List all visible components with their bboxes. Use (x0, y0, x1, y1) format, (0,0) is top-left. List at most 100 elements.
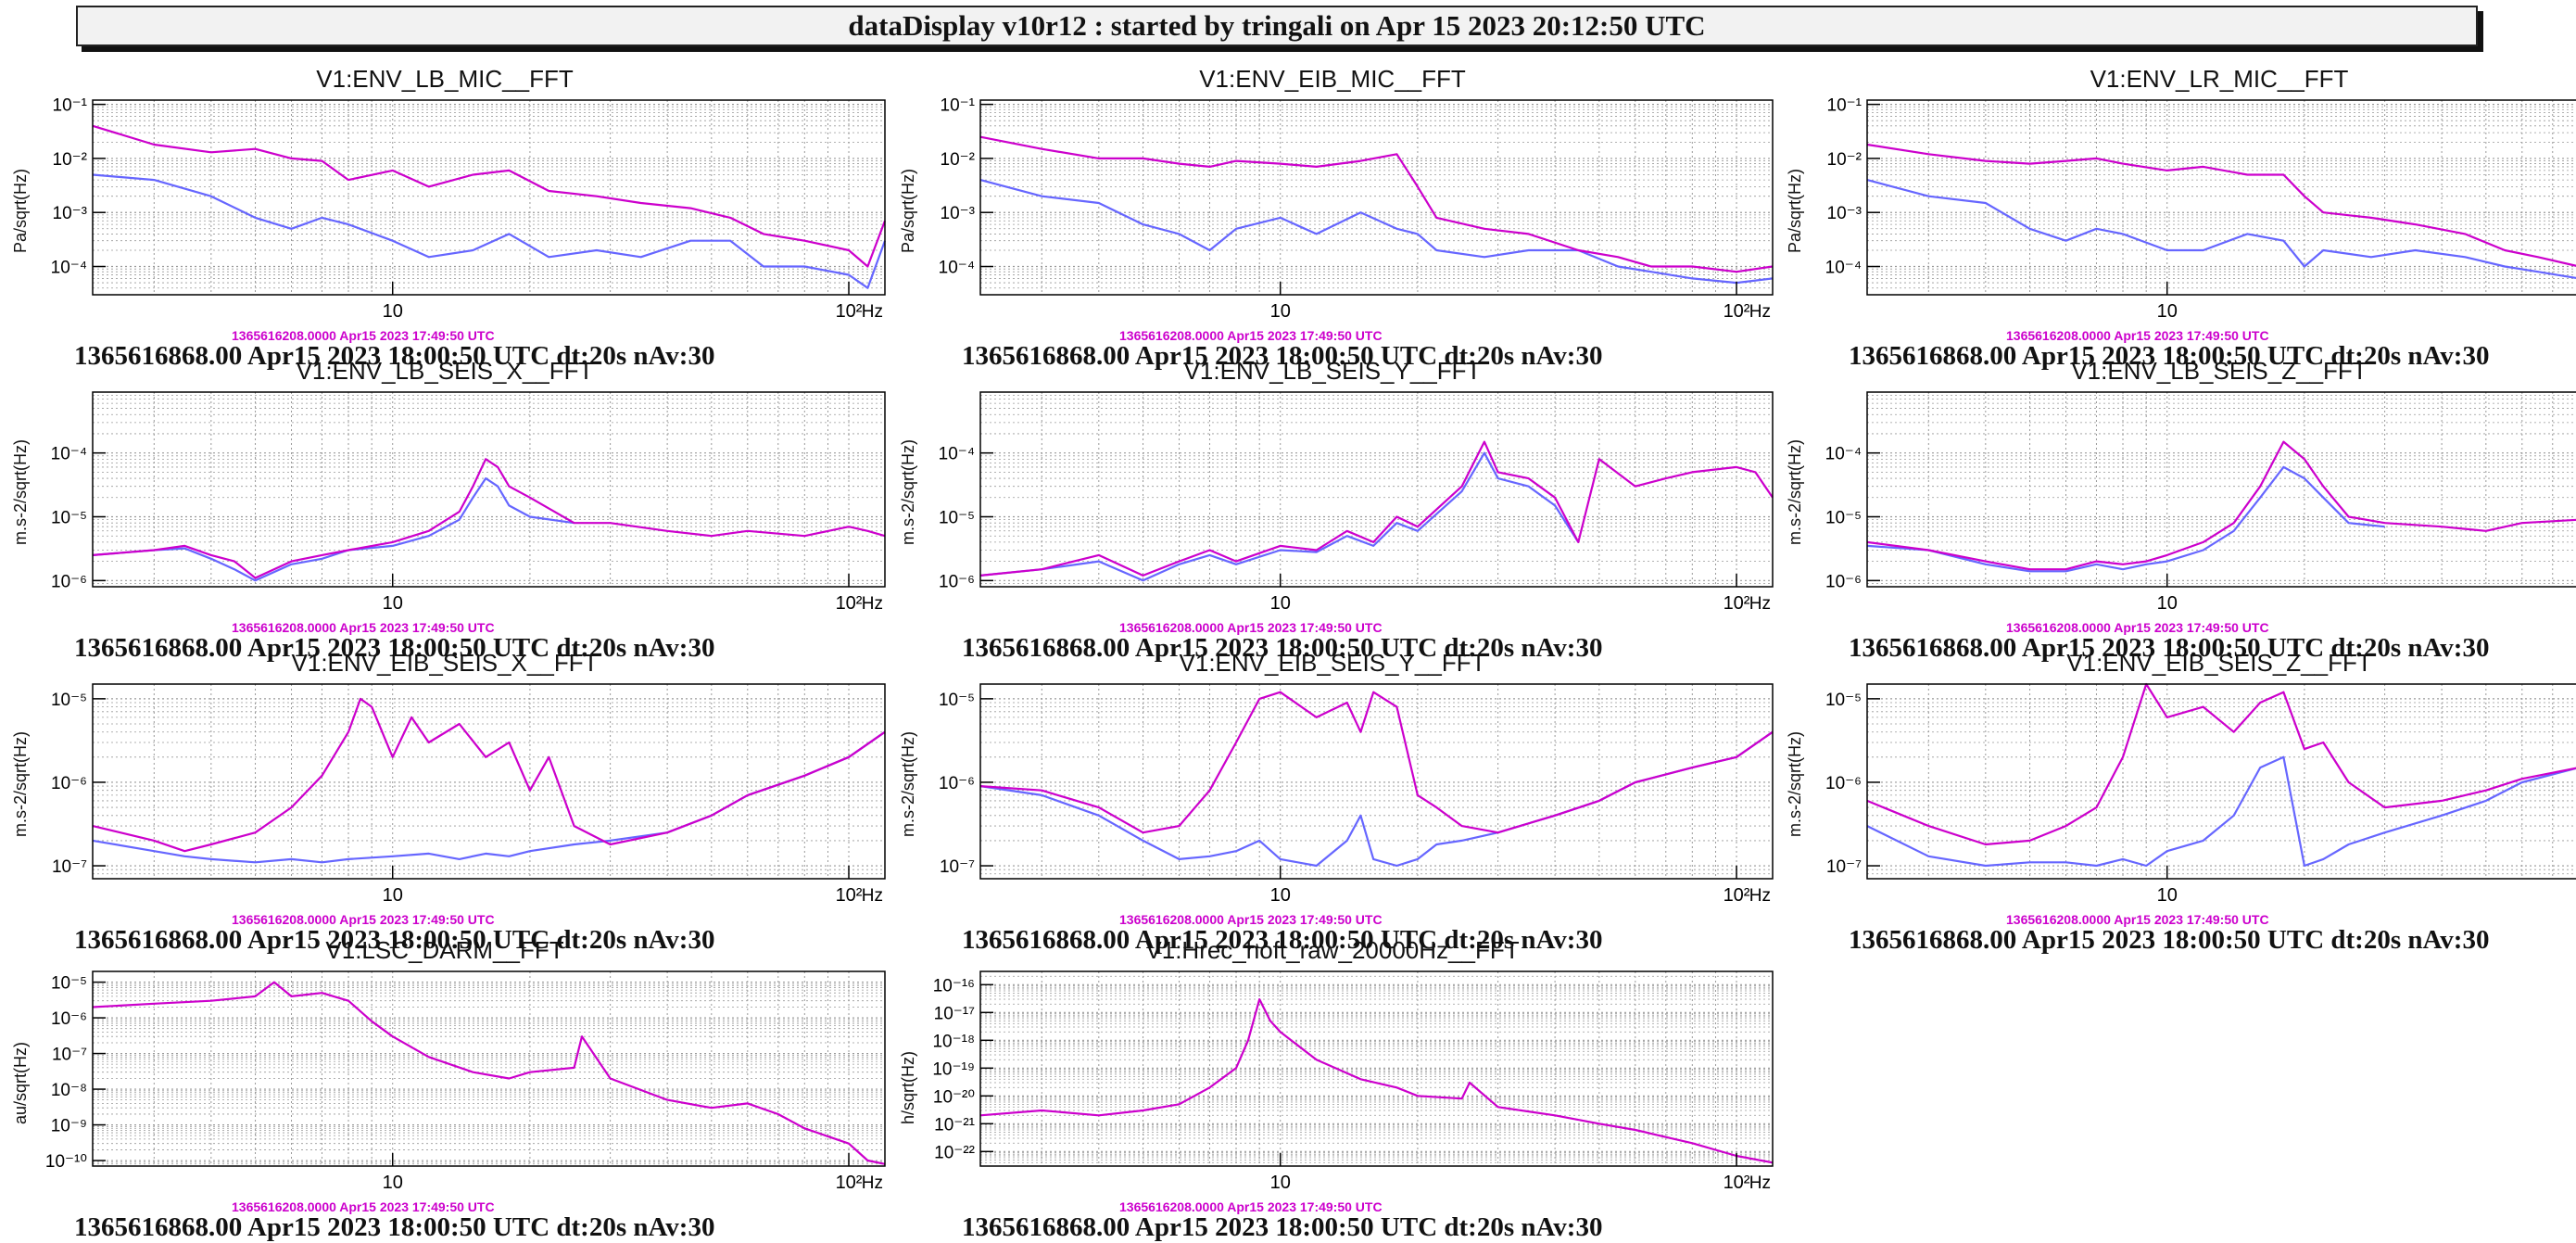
reference-timestamp: 1365616208.0000 Apr15 2023 17:49:50 UTC (1119, 1199, 1383, 1214)
plot-title: V1:Hrec_hoft_raw_20000Hz__FFT (1145, 936, 1520, 964)
y-tick-label: 10⁻¹ (1827, 96, 1863, 116)
plot-panel: V1:ENV_EIB_SEIS_X__FFT m.s-2/sqrt(Hz) 1365… (0, 649, 890, 955)
plot-title: V1:ENV_LB_SEIS_Z__FFT (2071, 357, 2368, 385)
series-line (1866, 143, 2576, 267)
reference-timestamp: 1365616208.0000 Apr15 2023 17:49:50 UTC (232, 328, 495, 343)
series-line (92, 477, 575, 582)
reference-timestamp: 1365616208.0000 Apr15 2023 17:49:50 UTC (232, 912, 495, 927)
x-tick-label: 10 (1270, 593, 1291, 614)
current-timestamp: 1365616868.00 Apr15 2023 18:00:50 UTC dt… (1849, 633, 2490, 663)
x-tick-label: 10² (836, 593, 863, 614)
x-tick-label: 10 (383, 1173, 403, 1193)
y-tick-label: 10⁻⁷ (1826, 857, 1862, 877)
plot-panel: V1:LSC_DARM__FFT au/sqrt(Hz) 1365616208.00… (0, 936, 890, 1242)
current-timestamp: 1365616868.00 Apr15 2023 18:00:50 UTC dt… (74, 633, 715, 663)
series-line (1866, 440, 2576, 571)
y-tick-label: 10⁻²⁰ (933, 1087, 975, 1107)
series-line (92, 981, 886, 1165)
current-timestamp: 1365616868.00 Apr15 2023 18:00:50 UTC dt… (962, 341, 1603, 371)
x-tick-label: 10 (2157, 885, 2178, 906)
y-tick-label: 10⁻² (1827, 150, 1863, 170)
x-tick-label: 10² (1724, 885, 1750, 906)
x-tick-label: 10² (836, 1173, 863, 1193)
plot-title: V1:ENV_LR_MIC__FFT (2090, 65, 2349, 93)
plot-panel: V1:ENV_LB_MIC__FFT Pa/sqrt(Hz) 1365616208.… (0, 65, 890, 371)
x-tick-label: 10² (1724, 301, 1750, 322)
y-tick-label: 10⁻⁴ (939, 259, 975, 278)
current-timestamp: 1365616868.00 Apr15 2023 18:00:50 UTC dt… (962, 1212, 1603, 1242)
y-tick-label: 10⁻⁷ (52, 1046, 87, 1065)
y-tick-label: 10⁻³ (53, 204, 88, 223)
grid (93, 970, 885, 1166)
x-unit-label: Hz (862, 1173, 883, 1193)
plot-panel: V1:ENV_LB_SEIS_Y__FFT m.s-2/sqrt(Hz) 13656… (888, 357, 1777, 663)
plot-title: V1:ENV_EIB_SEIS_Z__FFT (2066, 649, 2372, 677)
x-tick-label: 10 (1270, 885, 1291, 906)
grid (93, 100, 885, 296)
plot-title: V1:ENV_LB_MIC__FFT (316, 65, 574, 93)
window-title: dataDisplay v10r12 : started by tringali… (76, 6, 2478, 46)
y-tick-label: 10⁻³ (941, 204, 976, 223)
series-line (979, 691, 1774, 834)
grid (93, 684, 885, 880)
grid (980, 392, 1773, 588)
y-tick-label: 10⁻⁷ (940, 857, 975, 877)
plot-panel: V1:ENV_LR_MIC__FFT Pa/sqrt(Hz) 1365616208.… (1774, 65, 2576, 371)
series-line (979, 451, 1580, 582)
plot-panel: V1:ENV_LB_SEIS_X__FFT m.s-2/sqrt(Hz) 13656… (0, 357, 890, 663)
y-tick-label: 10⁻² (941, 150, 976, 170)
y-tick-label: 10⁻⁵ (939, 691, 975, 710)
plot-frame (1866, 391, 2576, 588)
current-timestamp: 1365616868.00 Apr15 2023 18:00:50 UTC dt… (74, 1212, 715, 1242)
y-tick-label: 10⁻¹⁸ (932, 1032, 975, 1051)
series-line (1866, 465, 2385, 573)
y-tick-label: 10⁻⁵ (51, 691, 87, 710)
y-tick-label: 10⁻⁵ (51, 974, 87, 994)
x-unit-label: Hz (1749, 1173, 1771, 1193)
series-line (92, 173, 887, 289)
x-tick-label: 10² (1724, 1173, 1750, 1193)
y-tick-label: 10⁻⁴ (51, 259, 87, 278)
current-timestamp: 1365616868.00 Apr15 2023 18:00:50 UTC dt… (74, 341, 715, 371)
reference-timestamp: 1365616208.0000 Apr15 2023 17:49:50 UTC (2006, 620, 2269, 635)
grid (1867, 100, 2576, 296)
x-unit-label: Hz (862, 886, 883, 906)
reference-timestamp: 1365616208.0000 Apr15 2023 17:49:50 UTC (1119, 912, 1383, 927)
x-unit-label: Hz (862, 594, 883, 614)
y-tick-label: 10⁻⁶ (939, 774, 975, 793)
series-line (979, 730, 1774, 868)
reference-timestamp: 1365616208.0000 Apr15 2023 17:49:50 UTC (232, 620, 495, 635)
y-tick-label: 10⁻⁵ (939, 509, 975, 528)
y-tick-label: 10⁻¹⁶ (933, 976, 975, 996)
x-tick-label: 10 (383, 885, 403, 906)
y-tick-label: 10⁻⁶ (51, 774, 87, 793)
y-tick-label: 10⁻⁵ (51, 509, 87, 528)
plot-title: V1:ENV_LB_SEIS_Y__FFT (1183, 357, 1482, 385)
grid (980, 100, 1773, 296)
y-tick-label: 10⁻⁹ (51, 1117, 87, 1136)
plot-title: V1:ENV_EIB_SEIS_X__FFT (291, 649, 599, 677)
y-tick-label: 10⁻⁴ (1825, 445, 1862, 464)
reference-timestamp: 1365616208.0000 Apr15 2023 17:49:50 UTC (232, 1199, 495, 1214)
series-line (1866, 179, 2576, 279)
plot-title: V1:ENV_EIB_SEIS_Y__FFT (1179, 649, 1486, 677)
x-tick-label: 10 (1270, 301, 1291, 322)
series-line (979, 440, 1774, 577)
plot-panel: V1:ENV_LB_SEIS_Z__FFT m.s-2/sqrt(Hz) 13656… (1774, 357, 2576, 663)
x-tick-label: 10² (836, 885, 863, 906)
y-tick-label: 10⁻⁶ (1825, 774, 1862, 793)
y-tick-label: 10⁻⁸ (51, 1081, 87, 1100)
reference-timestamp: 1365616208.0000 Apr15 2023 17:49:50 UTC (1119, 328, 1383, 343)
x-tick-label: 10 (383, 301, 403, 322)
grid (93, 392, 885, 588)
grid (980, 970, 1773, 1167)
series-line (1866, 755, 2576, 868)
series-line (979, 997, 1774, 1164)
plot-svg: 10⁻¹⁶ 10⁻¹⁷ 10⁻¹⁸ 10⁻¹⁹ 10⁻²⁰ 10⁻²¹ 10⁻²² 10 10²… (932, 970, 1774, 1193)
plot-panel: V1:Hrec_hoft_raw_20000Hz__FFT h/sqrt(Hz) 1… (888, 936, 1777, 1242)
y-tick-label: 10⁻⁶ (939, 572, 975, 591)
